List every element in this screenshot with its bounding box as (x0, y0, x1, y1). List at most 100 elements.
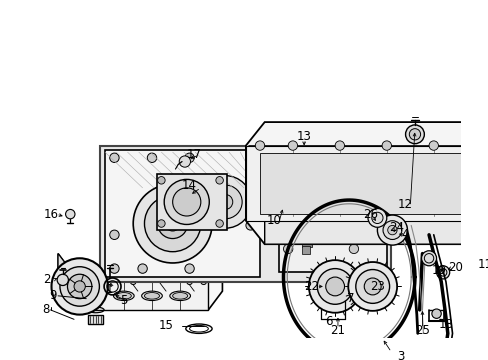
Circle shape (164, 179, 209, 225)
Circle shape (286, 157, 321, 191)
Text: 23: 23 (369, 280, 384, 293)
Ellipse shape (142, 291, 162, 301)
Text: 15: 15 (158, 319, 173, 332)
Circle shape (109, 153, 119, 162)
Circle shape (436, 266, 449, 279)
Polygon shape (245, 122, 480, 244)
Circle shape (60, 267, 99, 306)
Circle shape (347, 262, 396, 311)
Circle shape (184, 153, 194, 162)
Polygon shape (58, 253, 222, 310)
Polygon shape (58, 253, 72, 310)
Circle shape (325, 277, 344, 296)
Text: 22: 22 (304, 280, 319, 293)
Text: 11: 11 (477, 258, 488, 271)
Text: 26: 26 (363, 208, 378, 221)
Circle shape (334, 141, 344, 150)
Text: 16: 16 (44, 208, 59, 221)
Text: 5: 5 (120, 294, 127, 307)
Polygon shape (72, 273, 208, 310)
Ellipse shape (172, 293, 187, 299)
Circle shape (67, 274, 92, 299)
Circle shape (133, 184, 212, 263)
Circle shape (51, 258, 108, 315)
Circle shape (364, 278, 380, 295)
Circle shape (157, 176, 165, 184)
Circle shape (65, 210, 75, 219)
Ellipse shape (144, 293, 159, 299)
Circle shape (355, 270, 389, 303)
Circle shape (474, 259, 482, 267)
Bar (100, 145, 391, 282)
Ellipse shape (88, 293, 103, 299)
Circle shape (382, 221, 401, 239)
Bar (302, 233, 311, 247)
Bar (278, 165, 386, 273)
Text: 6: 6 (324, 315, 332, 328)
Circle shape (381, 141, 391, 150)
Circle shape (109, 230, 119, 239)
Circle shape (157, 208, 187, 239)
Circle shape (285, 173, 356, 244)
Bar (260, 153, 473, 214)
Circle shape (295, 165, 312, 182)
Text: 9: 9 (49, 289, 57, 302)
Circle shape (283, 244, 292, 253)
Circle shape (279, 149, 328, 198)
Circle shape (208, 185, 242, 219)
Ellipse shape (85, 291, 106, 301)
Circle shape (408, 129, 420, 140)
Text: 20: 20 (447, 261, 462, 274)
Circle shape (470, 256, 486, 270)
Circle shape (287, 141, 297, 150)
Circle shape (199, 176, 251, 228)
Circle shape (371, 212, 382, 224)
Circle shape (317, 269, 352, 304)
Circle shape (405, 125, 424, 144)
Text: 8: 8 (42, 303, 49, 316)
Bar (105, 150, 260, 277)
Circle shape (348, 167, 358, 176)
Circle shape (428, 141, 438, 150)
Text: 3: 3 (396, 350, 404, 360)
Circle shape (296, 184, 345, 233)
Text: 7: 7 (346, 292, 354, 305)
Circle shape (79, 279, 84, 284)
Text: 13: 13 (296, 130, 311, 143)
Ellipse shape (169, 291, 190, 301)
Text: 10: 10 (266, 214, 281, 227)
Text: 24: 24 (388, 221, 403, 234)
Circle shape (74, 281, 85, 292)
Circle shape (245, 221, 255, 230)
Circle shape (245, 153, 255, 162)
Circle shape (215, 220, 223, 227)
Text: 2: 2 (43, 273, 50, 286)
Circle shape (307, 195, 333, 222)
Circle shape (466, 141, 475, 150)
Text: 19: 19 (431, 264, 446, 277)
Circle shape (387, 225, 396, 235)
Circle shape (157, 220, 165, 227)
Polygon shape (88, 315, 103, 324)
Circle shape (57, 274, 68, 285)
Circle shape (308, 260, 361, 313)
Circle shape (431, 309, 440, 318)
Circle shape (283, 167, 292, 176)
Circle shape (179, 156, 190, 167)
Circle shape (186, 279, 192, 284)
Circle shape (255, 141, 264, 150)
Ellipse shape (113, 291, 134, 301)
Polygon shape (245, 145, 480, 221)
Circle shape (201, 279, 206, 284)
Circle shape (144, 195, 201, 252)
Bar (302, 246, 309, 253)
Text: 25: 25 (414, 324, 429, 337)
Circle shape (348, 244, 358, 253)
Text: 21: 21 (330, 324, 345, 337)
Circle shape (215, 176, 223, 184)
Text: 18: 18 (438, 318, 452, 330)
Circle shape (109, 264, 119, 273)
Ellipse shape (116, 293, 131, 299)
Text: 1: 1 (106, 283, 113, 296)
Circle shape (130, 279, 136, 284)
